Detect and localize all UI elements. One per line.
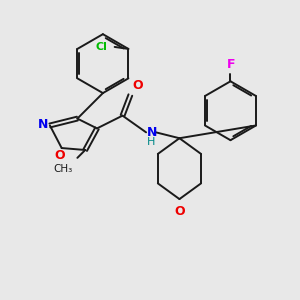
Text: N: N [147,126,158,139]
Text: O: O [174,205,185,218]
Text: Cl: Cl [96,42,108,52]
Text: O: O [132,79,143,92]
Text: N: N [38,118,48,131]
Text: H: H [147,137,155,147]
Text: CH₃: CH₃ [53,164,73,174]
Text: O: O [54,149,65,162]
Text: F: F [227,58,236,71]
